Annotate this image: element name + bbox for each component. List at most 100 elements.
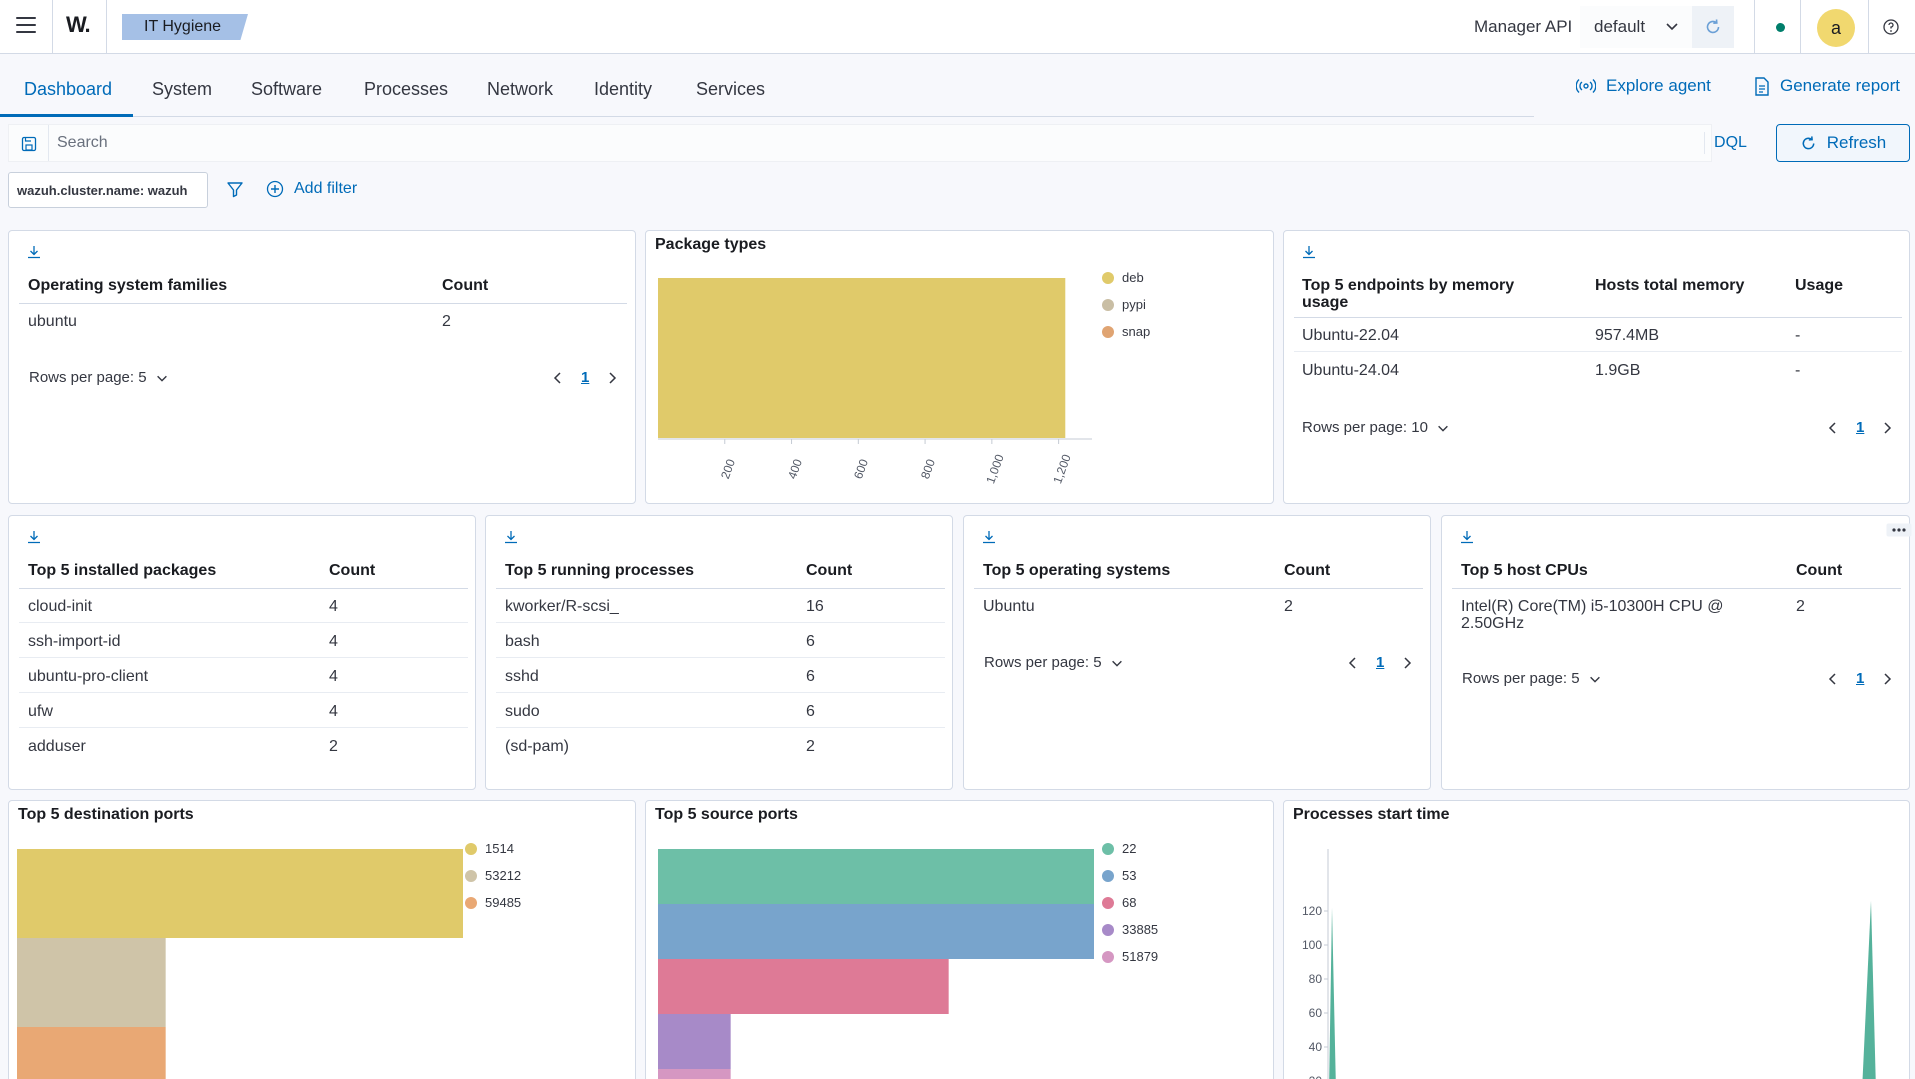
chevron-down-icon (1666, 23, 1678, 31)
generate-report-button[interactable]: Generate report (1754, 76, 1900, 96)
logo[interactable]: W. (66, 12, 91, 37)
legend-item[interactable]: 53 (1102, 868, 1136, 883)
column-header[interactable]: Top 5 host CPUs (1461, 562, 1588, 579)
download-icon[interactable] (27, 530, 41, 544)
prev-page-button[interactable] (1828, 672, 1838, 686)
page-number[interactable]: 1 (1856, 670, 1865, 687)
chevron-down-icon (1438, 425, 1448, 432)
bar-deb[interactable] (658, 278, 1066, 438)
dql-toggle[interactable]: DQL (1704, 132, 1756, 154)
next-page-button[interactable] (607, 371, 617, 385)
page-number[interactable]: 1 (1376, 654, 1385, 671)
column-header[interactable]: Hosts total memory (1595, 277, 1745, 294)
add-filter-button[interactable]: Add filter (266, 180, 357, 198)
legend-item[interactable]: snap (1102, 324, 1150, 339)
chevron-right-icon (1884, 421, 1892, 434)
column-header[interactable]: Count (442, 277, 489, 294)
header-divider (1452, 588, 1901, 589)
prev-page-button[interactable] (1348, 656, 1358, 670)
column-header[interactable]: Top 5 installed packages (28, 562, 217, 579)
rows-per-page-label: Rows per page: 5 (29, 369, 147, 386)
page-number[interactable]: 1 (1856, 419, 1865, 436)
legend-swatch (1102, 842, 1114, 855)
rows-per-page-select[interactable]: Rows per page: 5 (984, 654, 1124, 671)
bar-22[interactable] (658, 849, 1094, 904)
breadcrumb[interactable]: IT Hygiene (122, 14, 248, 40)
download-icon[interactable] (982, 530, 996, 544)
filter-icon[interactable] (226, 180, 244, 198)
column-header[interactable]: Operating system families (28, 277, 228, 294)
legend-item[interactable]: 59485 (465, 895, 521, 910)
prev-page-button[interactable] (553, 371, 563, 385)
download-icon[interactable] (1460, 530, 1474, 544)
legend-item[interactable]: 68 (1102, 895, 1136, 910)
rows-per-page-select[interactable]: Rows per page: 5 (1462, 670, 1602, 687)
api-select[interactable]: default (1580, 6, 1692, 48)
column-header[interactable]: Top 5 running processes (505, 562, 695, 579)
page-number[interactable]: 1 (581, 369, 590, 386)
search-input[interactable] (57, 130, 1657, 156)
generate-report-label: Generate report (1780, 76, 1901, 95)
top-bar: W. IT Hygiene Manager API default a (0, 0, 1915, 54)
tab-identity[interactable]: Identity (594, 79, 653, 99)
tab-services[interactable]: Services (696, 79, 766, 99)
active-tab-indicator (0, 114, 133, 117)
tab-network[interactable]: Network (487, 79, 554, 99)
bar-33885[interactable] (658, 1014, 731, 1069)
table-cell: 2 (806, 738, 815, 755)
bar-53[interactable] (658, 904, 1094, 959)
column-header[interactable]: Top 5 endpoints by memory usage (1302, 277, 1515, 311)
refresh-icon (1802, 135, 1815, 149)
legend-item[interactable]: 51879 (1102, 949, 1158, 964)
table-cell: 2 (329, 738, 338, 755)
prev-page-button[interactable] (1828, 421, 1838, 435)
download-icon[interactable] (504, 530, 518, 544)
bar-51879[interactable] (658, 1069, 731, 1079)
tab-system[interactable]: System (152, 79, 213, 99)
next-page-button[interactable] (1882, 421, 1892, 435)
bar-59485[interactable] (17, 1027, 166, 1079)
next-page-button[interactable] (1882, 672, 1892, 686)
tab-processes[interactable]: Processes (364, 79, 449, 99)
download-icon[interactable] (1302, 245, 1316, 259)
legend-item[interactable]: 22 (1102, 841, 1136, 856)
area-spike[interactable] (1329, 907, 1336, 1079)
bar-53212[interactable] (17, 938, 166, 1027)
help-icon[interactable] (1882, 18, 1900, 36)
rows-per-page-select[interactable]: Rows per page: 10 (1302, 419, 1450, 436)
legend-item[interactable]: 1514 (465, 841, 514, 856)
explore-agent-button[interactable]: Explore agent (1576, 76, 1711, 96)
download-icon[interactable] (27, 245, 41, 259)
legend-item[interactable]: 33885 (1102, 922, 1158, 937)
explore-agent-label: Explore agent (1606, 76, 1711, 95)
bar-68[interactable] (658, 959, 949, 1014)
bar-1514[interactable] (17, 849, 463, 938)
api-refresh-button[interactable] (1692, 6, 1734, 48)
rows-per-page-select[interactable]: Rows per page: 5 (29, 369, 169, 386)
saved-query-button[interactable] (9, 125, 49, 161)
column-header[interactable]: Count (1284, 562, 1331, 579)
avatar[interactable]: a (1817, 9, 1855, 47)
next-page-button[interactable] (1402, 656, 1412, 670)
column-header[interactable]: Count (806, 562, 853, 579)
legend-item[interactable]: 53212 (465, 868, 521, 883)
legend-item[interactable]: pypi (1102, 297, 1146, 312)
area-spike[interactable] (1862, 900, 1876, 1079)
menu-icon[interactable] (16, 17, 36, 33)
tab-dashboard[interactable]: Dashboard (24, 79, 113, 99)
processes-start-time-chart (1324, 849, 1876, 1079)
table-cell: 4 (329, 633, 338, 650)
column-header[interactable]: Count (1796, 562, 1843, 579)
filter-pill[interactable]: wazuh.cluster.name: wazuh (8, 172, 208, 208)
row-divider (19, 622, 468, 623)
tab-software[interactable]: Software (251, 79, 323, 99)
column-header[interactable]: Count (329, 562, 376, 579)
column-header[interactable]: Usage (1795, 277, 1844, 294)
row-divider (1294, 351, 1902, 352)
legend-swatch (465, 869, 477, 882)
legend-item[interactable]: deb (1102, 270, 1144, 285)
more-options-icon[interactable] (1886, 523, 1912, 537)
column-header[interactable]: Top 5 operating systems (983, 562, 1171, 579)
refresh-button[interactable]: Refresh (1776, 124, 1910, 162)
legend-swatch (1102, 298, 1114, 311)
